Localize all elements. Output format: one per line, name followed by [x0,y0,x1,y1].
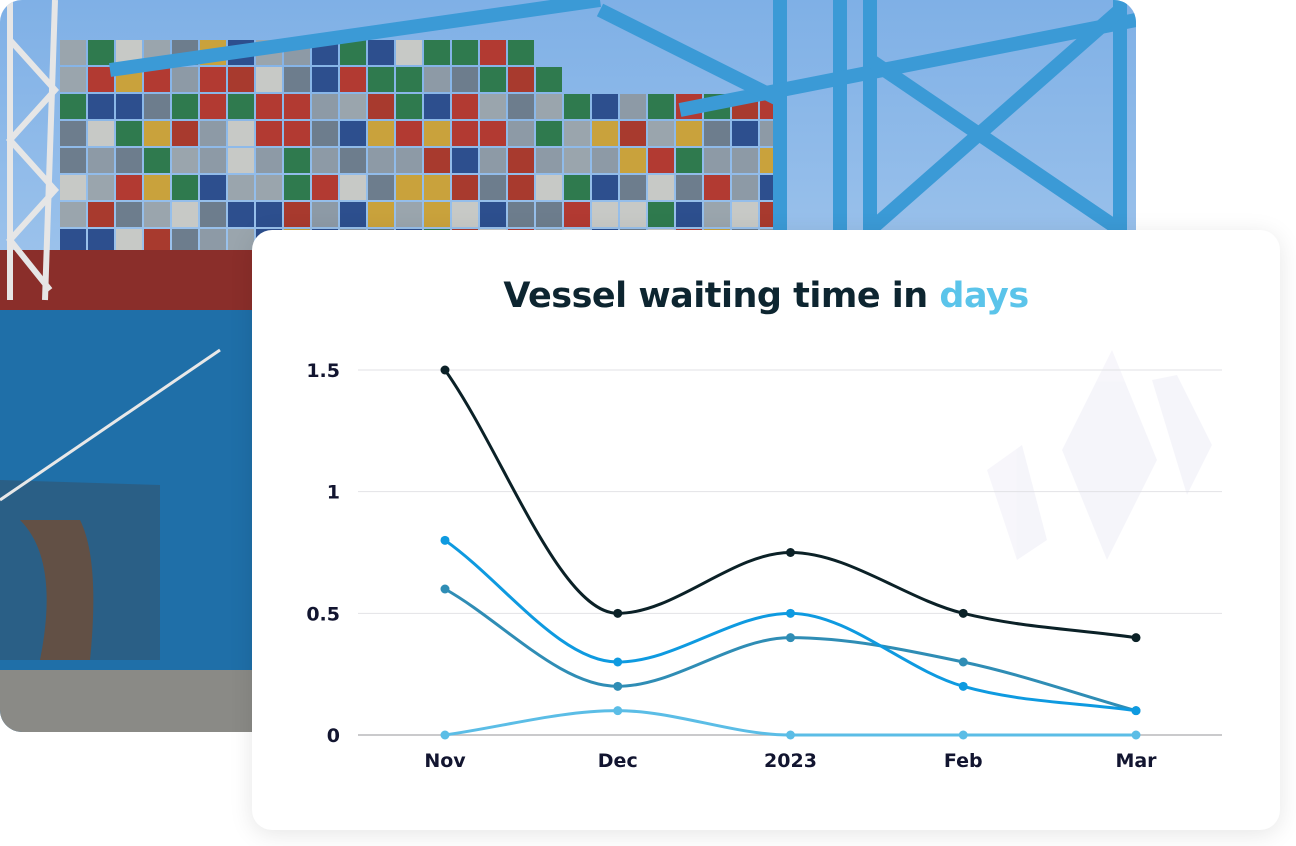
data-point [786,730,795,740]
y-tick-label: 1 [327,482,340,504]
data-point [440,730,450,740]
chart-title: Vessel waiting time in days [252,276,1280,316]
data-point [613,608,623,618]
data-point [613,681,623,691]
x-tick-label: Feb [944,750,983,772]
y-tick-label: 0 [327,725,340,747]
data-point [786,633,795,643]
line-chart: 0 0.5 1 1.5 Nov Dec 2023 Feb Mar [306,350,1222,772]
chart-title-accent: days [939,276,1029,316]
y-tick-label: 1.5 [306,360,340,382]
data-point [786,548,795,557]
chart-card: Vessel waiting time in days 0 0.5 1 1.5 Nov D… [252,230,1280,830]
data-point [958,657,968,667]
data-point [1131,730,1141,740]
x-tick-label: Mar [1115,750,1157,772]
x-tick-label: 2023 [764,750,817,772]
data-point [440,535,450,545]
data-point [613,657,623,667]
x-tick-label: Nov [424,750,466,772]
chart-title-text: Vessel waiting time in [503,276,928,316]
series-line [443,369,1137,640]
series-line [444,587,1137,713]
data-point [958,681,968,691]
data-point [1131,633,1141,643]
data-point [958,730,968,740]
data-point [440,365,450,375]
watermark-logo [987,350,1212,560]
data-point [958,608,968,618]
data-point [786,608,795,618]
data-point [1131,706,1141,716]
data-point [613,706,623,716]
x-tick-label: Dec [598,750,638,772]
y-tick-label: 0.5 [306,603,340,625]
data-point [440,584,450,594]
